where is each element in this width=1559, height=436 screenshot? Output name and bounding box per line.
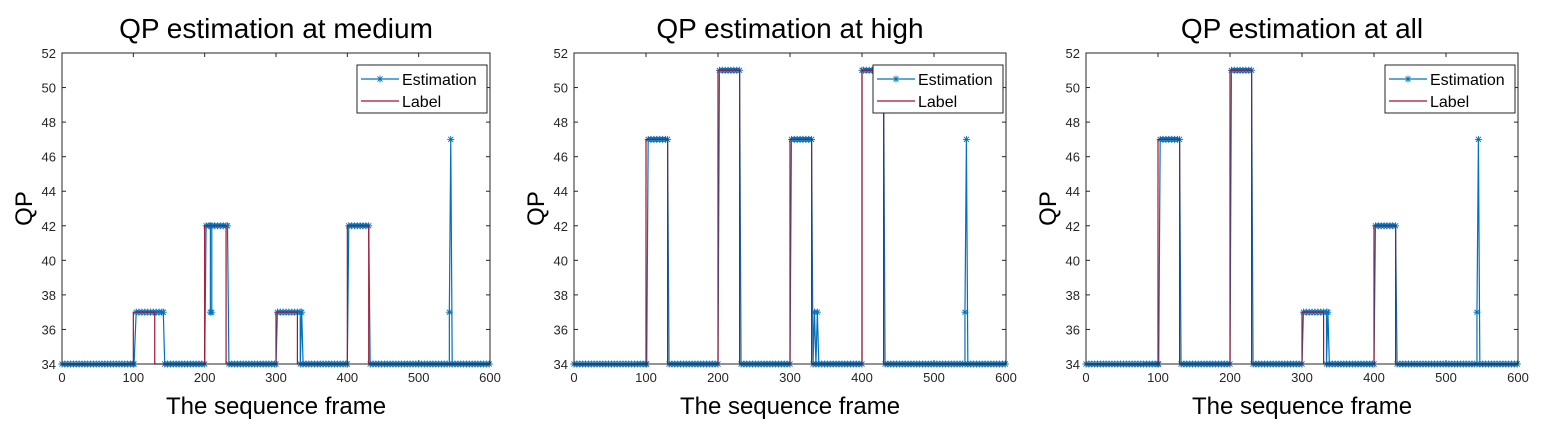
y-tick-label: 38 <box>554 288 568 303</box>
y-tick-label: 42 <box>42 219 56 234</box>
x-tick-label: 500 <box>1435 370 1457 385</box>
y-tick-label: 44 <box>42 184 56 199</box>
y-tick-label: 36 <box>42 322 56 337</box>
x-tick-label: 0 <box>58 370 65 385</box>
y-tick-label: 44 <box>1066 184 1080 199</box>
legend-label-estimation: Estimation <box>918 72 993 89</box>
x-tick-label: 300 <box>265 370 287 385</box>
y-tick-label: 42 <box>554 219 568 234</box>
y-tick-label: 48 <box>554 115 568 130</box>
y-tick-label: 34 <box>554 357 568 372</box>
y-tick-label: 40 <box>554 253 568 268</box>
y-tick-label: 36 <box>1066 322 1080 337</box>
axes-box <box>61 52 491 365</box>
x-axis-label: The sequence frame <box>1192 393 1412 420</box>
y-tick-label: 52 <box>1066 46 1080 61</box>
x-axis-label: The sequence frame <box>680 393 900 420</box>
y-tick-label: 52 <box>554 46 568 61</box>
chart-title: QP estimation at high <box>656 13 923 44</box>
chart-panel-3: QP estimation at all 0 100 200 300 400 500 600 3… <box>1035 13 1529 420</box>
x-tick-label: 100 <box>122 370 144 385</box>
y-tick-label: 52 <box>42 46 56 61</box>
axes-box <box>1085 52 1519 365</box>
x-tick-label: 0 <box>570 370 577 385</box>
y-tick-label: 34 <box>1066 357 1080 372</box>
y-axis-label: QP <box>523 191 550 226</box>
y-tick-label: 40 <box>42 253 56 268</box>
legend-marker-estimation <box>892 75 900 83</box>
legend-label-label: Label <box>402 94 441 111</box>
x-tick-label: 600 <box>479 370 501 385</box>
x-tick-label: 600 <box>1507 370 1529 385</box>
y-tick-label: 42 <box>1066 219 1080 234</box>
legend-box <box>872 64 1004 114</box>
x-tick-label: 300 <box>779 370 801 385</box>
x-tick-label: 200 <box>194 370 216 385</box>
x-tick-label: 100 <box>635 370 657 385</box>
axes-box <box>573 52 1007 365</box>
x-tick-label: 400 <box>851 370 873 385</box>
legend-marker-estimation <box>1404 75 1412 83</box>
legend-marker-estimation <box>376 75 384 83</box>
x-tick-label: 0 <box>1082 370 1089 385</box>
y-tick-label: 48 <box>42 115 56 130</box>
chart-panel-2: QP estimation at high 0 100 200 300 400 500 600… <box>523 13 1017 420</box>
y-tick-label: 46 <box>1066 150 1080 165</box>
chart-title: QP estimation at medium <box>119 13 433 44</box>
legend-box <box>356 64 488 114</box>
y-tick-label: 48 <box>1066 115 1080 130</box>
x-tick-label: 500 <box>923 370 945 385</box>
y-tick-label: 38 <box>1066 288 1080 303</box>
y-tick-label: 46 <box>42 150 56 165</box>
x-tick-label: 600 <box>995 370 1017 385</box>
legend-label-label: Label <box>1430 94 1469 111</box>
x-tick-label: 200 <box>707 370 729 385</box>
legend-box <box>1384 64 1516 114</box>
y-tick-label: 40 <box>1066 253 1080 268</box>
series-line-estimation <box>1086 69 1518 365</box>
legend-label-estimation: Estimation <box>402 72 477 89</box>
y-tick-label: 34 <box>42 357 56 372</box>
legend: Estimation Label <box>1384 64 1516 114</box>
legend: Estimation Label <box>872 64 1004 114</box>
y-axis-label: QP <box>1035 191 1062 226</box>
x-axis-label: The sequence frame <box>166 393 386 420</box>
y-axis-label: QP <box>11 191 38 226</box>
y-tick-label: 50 <box>42 81 56 96</box>
y-tick-label: 36 <box>554 322 568 337</box>
legend-label-estimation: Estimation <box>1430 72 1505 89</box>
y-tick-label: 50 <box>554 81 568 96</box>
chart-panel-1: QP estimation at medium 0 100 200 300 400 500 6… <box>11 13 501 420</box>
x-tick-label: 100 <box>1147 370 1169 385</box>
legend-label-label: Label <box>918 94 957 111</box>
chart-title: QP estimation at all <box>1181 13 1423 44</box>
y-tick-label: 50 <box>1066 81 1080 96</box>
x-tick-label: 500 <box>408 370 430 385</box>
y-tick-label: 38 <box>42 288 56 303</box>
x-tick-label: 400 <box>336 370 358 385</box>
x-tick-label: 400 <box>1363 370 1385 385</box>
y-tick-label: 46 <box>554 150 568 165</box>
x-tick-label: 200 <box>1219 370 1241 385</box>
legend: Estimation Label <box>356 64 488 114</box>
y-tick-label: 44 <box>554 184 568 199</box>
x-tick-label: 300 <box>1291 370 1313 385</box>
